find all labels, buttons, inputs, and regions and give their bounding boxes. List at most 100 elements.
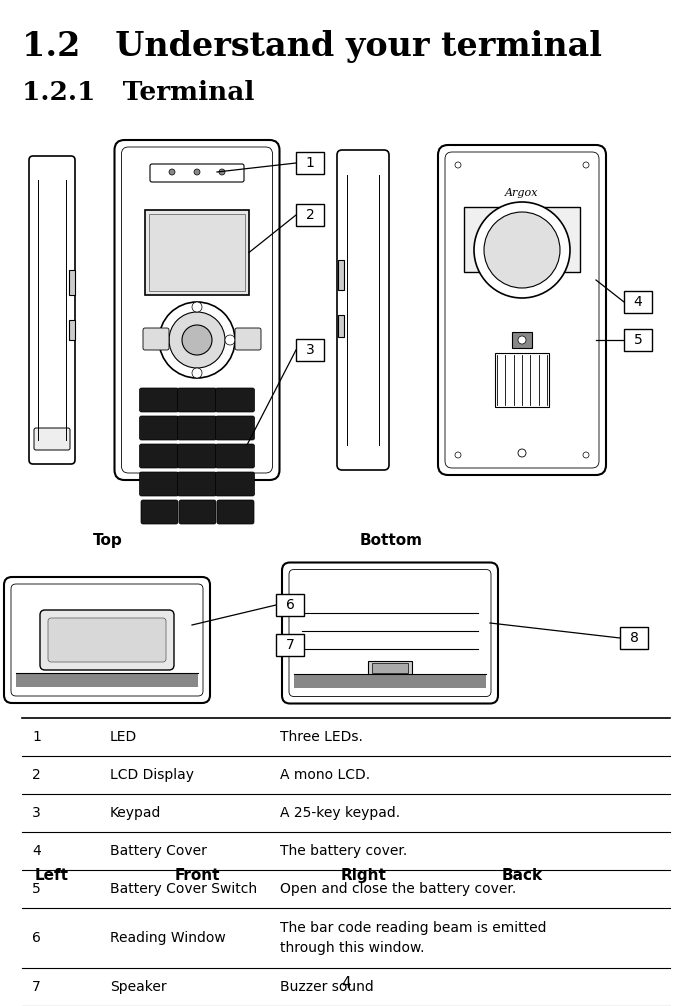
Text: 3: 3	[306, 343, 314, 357]
Circle shape	[455, 452, 461, 458]
Text: Front: Front	[174, 868, 220, 883]
Text: 5: 5	[32, 882, 41, 896]
Text: Top: Top	[93, 533, 122, 548]
Text: Right: Right	[340, 868, 386, 883]
Bar	[69, 320, 75, 340]
FancyBboxPatch shape	[48, 618, 166, 662]
Bar	[368, 661, 412, 675]
Text: A 25-key keypad.: A 25-key keypad.	[280, 806, 400, 820]
FancyBboxPatch shape	[140, 472, 179, 496]
Circle shape	[194, 169, 200, 175]
Text: 7: 7	[32, 980, 41, 994]
Circle shape	[159, 302, 235, 378]
Circle shape	[387, 679, 394, 686]
FancyBboxPatch shape	[140, 416, 179, 440]
Bar	[69, 270, 75, 295]
Text: Three LEDs.: Three LEDs.	[280, 730, 363, 744]
Circle shape	[518, 336, 526, 344]
Bar	[296, 152, 324, 174]
Circle shape	[518, 449, 526, 457]
FancyBboxPatch shape	[150, 164, 244, 182]
Bar	[296, 339, 324, 361]
Bar	[624, 291, 652, 313]
Text: Reading Window: Reading Window	[110, 931, 226, 945]
FancyBboxPatch shape	[438, 145, 606, 475]
FancyBboxPatch shape	[178, 444, 217, 468]
FancyBboxPatch shape	[178, 388, 217, 412]
Text: 7: 7	[286, 638, 294, 652]
Text: Back: Back	[502, 868, 543, 883]
Text: Bottom: Bottom	[359, 533, 423, 548]
Circle shape	[474, 202, 570, 298]
FancyBboxPatch shape	[4, 577, 210, 703]
FancyBboxPatch shape	[143, 328, 169, 350]
Circle shape	[169, 169, 175, 175]
Circle shape	[169, 312, 225, 368]
FancyBboxPatch shape	[215, 444, 255, 468]
FancyBboxPatch shape	[282, 562, 498, 703]
Text: 1: 1	[32, 730, 41, 744]
Text: Keypad: Keypad	[110, 806, 161, 820]
Text: 2: 2	[306, 208, 314, 222]
FancyBboxPatch shape	[215, 472, 255, 496]
Text: Battery Cover Switch: Battery Cover Switch	[110, 882, 257, 896]
Text: 8: 8	[630, 631, 639, 645]
Circle shape	[219, 169, 225, 175]
Circle shape	[159, 335, 169, 345]
FancyBboxPatch shape	[140, 388, 179, 412]
FancyBboxPatch shape	[40, 610, 174, 670]
Text: Open and close the battery cover.: Open and close the battery cover.	[280, 882, 516, 896]
Circle shape	[583, 162, 589, 168]
Circle shape	[192, 302, 202, 312]
FancyBboxPatch shape	[178, 472, 217, 496]
FancyBboxPatch shape	[140, 444, 179, 468]
Bar	[276, 634, 304, 656]
Text: Argox: Argox	[505, 188, 539, 198]
Circle shape	[225, 335, 235, 345]
Bar	[296, 204, 324, 226]
Text: 1.2   Understand your terminal: 1.2 Understand your terminal	[22, 30, 602, 63]
Text: 1: 1	[306, 156, 314, 170]
Bar	[464, 207, 580, 272]
FancyBboxPatch shape	[337, 150, 389, 470]
Text: LCD Display: LCD Display	[110, 768, 194, 782]
Circle shape	[192, 368, 202, 378]
Text: 4: 4	[341, 977, 351, 992]
Text: Battery Cover: Battery Cover	[110, 844, 207, 858]
Bar	[149, 214, 245, 291]
Text: A mono LCD.: A mono LCD.	[280, 768, 370, 782]
FancyBboxPatch shape	[29, 156, 75, 464]
Text: LED: LED	[110, 730, 137, 744]
Text: 4: 4	[634, 295, 642, 309]
FancyBboxPatch shape	[114, 140, 280, 480]
Circle shape	[484, 212, 560, 288]
Text: Buzzer sound: Buzzer sound	[280, 980, 374, 994]
Text: 6: 6	[32, 931, 41, 945]
Circle shape	[455, 162, 461, 168]
Bar	[276, 594, 304, 616]
Bar	[512, 332, 532, 348]
FancyBboxPatch shape	[235, 328, 261, 350]
Bar	[495, 353, 549, 407]
Text: 4: 4	[32, 844, 41, 858]
Bar	[372, 663, 408, 673]
Bar	[294, 673, 486, 687]
Text: Speaker: Speaker	[110, 980, 167, 994]
Bar	[620, 627, 648, 649]
Bar	[16, 673, 198, 687]
Circle shape	[583, 452, 589, 458]
Circle shape	[182, 325, 212, 355]
FancyBboxPatch shape	[178, 416, 217, 440]
Bar	[624, 329, 652, 351]
Bar	[338, 260, 344, 290]
Text: Left: Left	[35, 868, 69, 883]
FancyBboxPatch shape	[34, 428, 70, 450]
FancyBboxPatch shape	[215, 416, 255, 440]
Text: 6: 6	[286, 598, 294, 612]
Text: 3: 3	[32, 806, 41, 820]
Text: The battery cover.: The battery cover.	[280, 844, 408, 858]
FancyBboxPatch shape	[217, 500, 254, 524]
FancyBboxPatch shape	[141, 500, 178, 524]
FancyBboxPatch shape	[215, 388, 255, 412]
FancyBboxPatch shape	[179, 500, 216, 524]
